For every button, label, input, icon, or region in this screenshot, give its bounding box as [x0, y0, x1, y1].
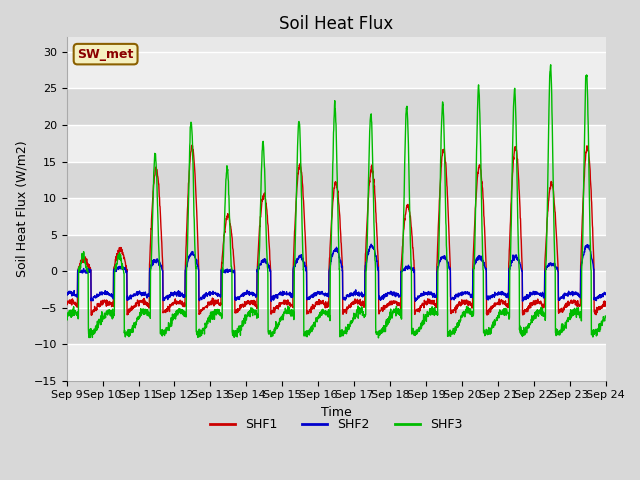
- Bar: [67, 235, 605, 271]
- SHF2: [213, 291, 221, 297]
- SHF2: [351, 290, 359, 296]
- Bar: [67, 271, 605, 308]
- SHF3: [602, 313, 609, 319]
- SHF1: [214, 299, 221, 305]
- Bar: [67, 162, 605, 198]
- SHF3: [570, 312, 577, 318]
- SHF1: [63, 298, 70, 304]
- SHF3: [547, 62, 554, 68]
- SHF1: [352, 298, 360, 303]
- Line: SHF2: SHF2: [67, 244, 605, 301]
- SHF1: [555, 309, 563, 314]
- SHF3: [493, 317, 500, 323]
- X-axis label: Time: Time: [321, 406, 351, 419]
- Bar: [67, 308, 605, 344]
- SHF3: [351, 312, 359, 317]
- SHF2: [367, 241, 375, 247]
- Line: SHF3: SHF3: [67, 65, 605, 338]
- Y-axis label: Soil Heat Flux (W/m2): Soil Heat Flux (W/m2): [15, 141, 28, 277]
- SHF3: [555, 332, 563, 337]
- SHF3: [374, 335, 382, 341]
- Text: SW_met: SW_met: [77, 48, 134, 60]
- SHF1: [570, 298, 577, 303]
- SHF3: [364, 239, 371, 245]
- SHF1: [188, 143, 196, 148]
- SHF1: [493, 301, 501, 307]
- Bar: [67, 198, 605, 235]
- SHF2: [570, 290, 577, 296]
- Bar: [67, 88, 605, 125]
- SHF2: [63, 289, 70, 295]
- Bar: [67, 125, 605, 162]
- SHF3: [213, 309, 221, 314]
- SHF2: [555, 297, 563, 303]
- Legend: SHF1, SHF2, SHF3: SHF1, SHF2, SHF3: [205, 413, 467, 436]
- SHF2: [364, 255, 371, 261]
- SHF2: [412, 299, 419, 304]
- SHF1: [364, 205, 372, 211]
- Line: SHF1: SHF1: [67, 145, 605, 315]
- Title: Soil Heat Flux: Soil Heat Flux: [279, 15, 393, 33]
- SHF2: [602, 292, 609, 298]
- SHF2: [493, 290, 501, 296]
- SHF1: [602, 300, 609, 306]
- Bar: [67, 52, 605, 88]
- SHF1: [88, 312, 95, 318]
- Bar: [67, 344, 605, 381]
- SHF3: [63, 315, 70, 321]
